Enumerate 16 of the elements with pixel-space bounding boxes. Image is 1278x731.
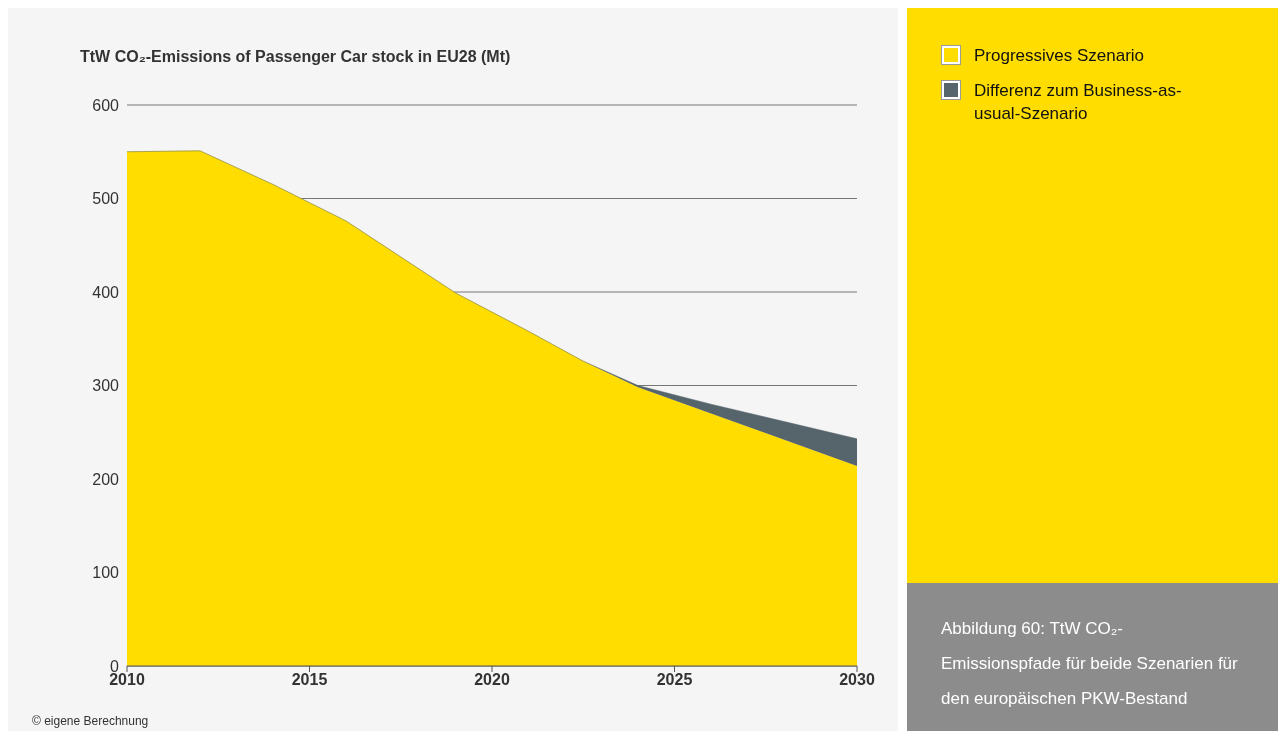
x-tick-label: 2030: [839, 671, 875, 689]
y-tick-label: 100: [92, 564, 120, 582]
y-tick-label: 300: [92, 377, 120, 395]
text: Abbildung 60: TtW CO₂-Emissionspfade für beide Szenarien für den europäischen PKW-Bestand: [941, 618, 1239, 710]
y-tick-label: 200: [92, 470, 120, 488]
chart-title: TtW CO₂-Emissions of Passenger Car stock in EU28 (Mt): [80, 48, 511, 66]
x-tick-label: 2010: [109, 671, 145, 689]
legend-label: Progressives Szenario: [974, 45, 1145, 67]
text: © eigene Berechnung: [32, 714, 149, 728]
y-tick-label: 600: [92, 96, 120, 114]
x-tick-label: 2020: [474, 671, 510, 689]
x-tick-label: 2025: [656, 671, 693, 689]
y-tick-label: 500: [92, 190, 120, 208]
y-tick-label: 400: [92, 283, 120, 301]
x-tick-label: 2015: [291, 671, 328, 689]
legend-label: Differenz zum Business-as-usual-Szenario: [974, 80, 1183, 125]
